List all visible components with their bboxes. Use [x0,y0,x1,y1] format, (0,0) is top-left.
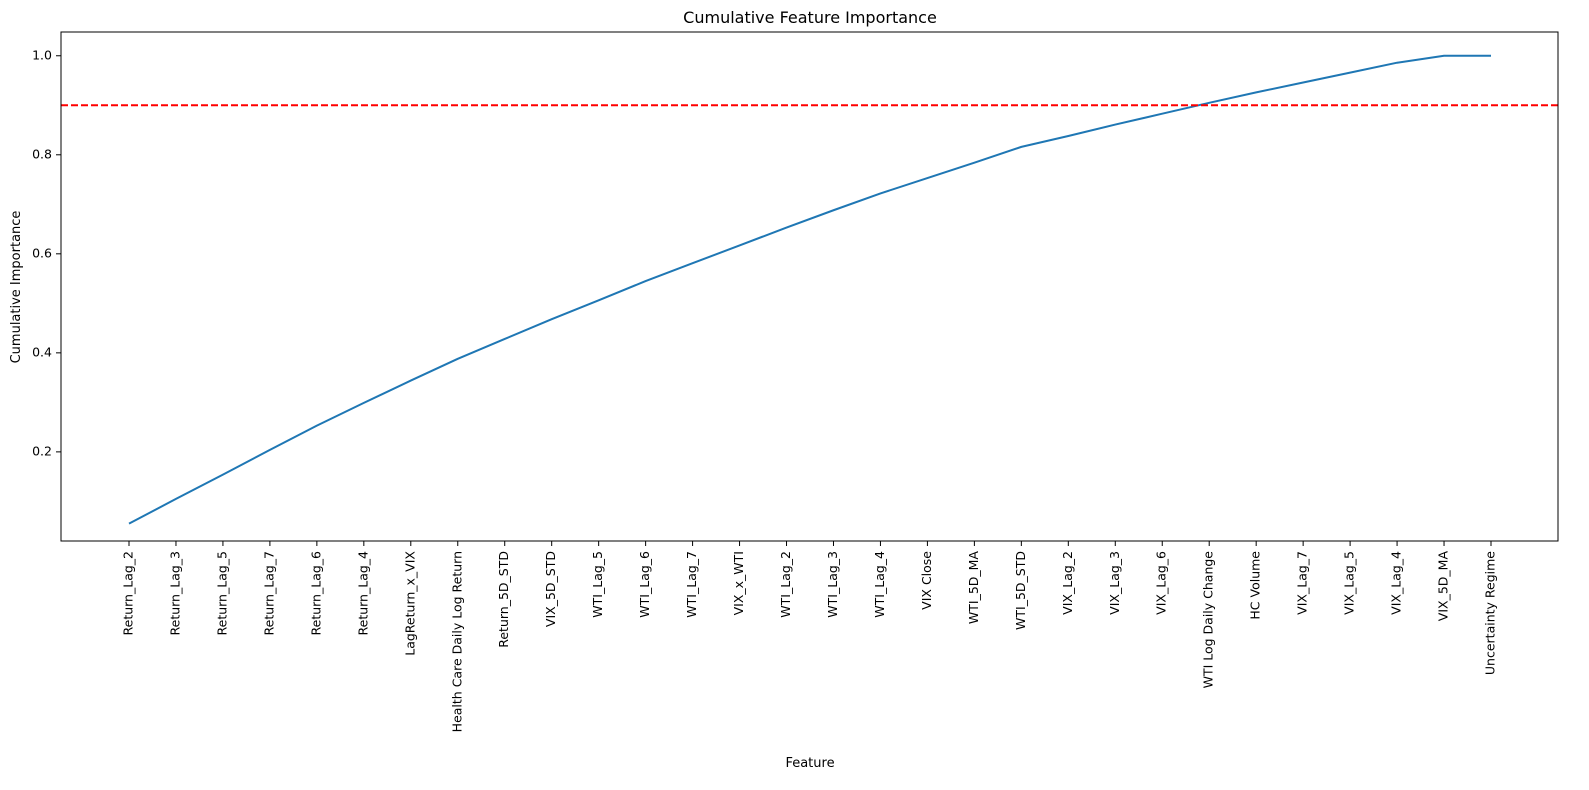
x-tick-label: WTI_5D_STD [1013,551,1028,630]
x-tick-label: WTI_Lag_4 [872,551,887,618]
x-tick-label: Return_5D_STD [496,551,511,648]
plot-area [60,31,1559,542]
x-tick-label: VIX_Lag_5 [1342,551,1357,615]
x-tick-label: Health Care Daily Log Return [449,551,464,732]
x-tick-label: WTI_5D_MA [966,551,981,625]
x-tick-label: VIX_Lag_7 [1295,551,1310,615]
x-tick-label: HC Volume [1248,551,1263,620]
y-axis-ticks: 0.2 0.4 0.6 0.8 1.0 [32,47,61,458]
x-tick-label: VIX_Lag_3 [1107,551,1122,615]
x-tick-label: VIX Close [919,551,934,610]
x-tick-label: WTI_Lag_5 [590,551,605,618]
x-axis-ticks: Return_Lag_2 Return_Lag_3 Return_Lag_5 Retu… [121,541,1498,732]
y-tick-label: 0.6 [32,245,52,260]
x-tick-label: Return_Lag_6 [308,551,323,636]
y-tick-label: 0.8 [32,146,52,161]
x-tick-label: VIX_Lag_2 [1060,551,1075,615]
y-axis-label: Cumulative Importance [9,211,24,364]
series-line [128,54,1491,525]
x-tick-label: Uncertainty Regime [1483,551,1498,675]
x-tick-label: VIX_x_WTI [731,551,746,615]
x-tick-label: WTI_Lag_7 [684,551,699,618]
x-tick-label: WTI_Lag_6 [637,551,652,618]
x-tick-label: VIX_Lag_6 [1154,551,1169,615]
x-tick-label: WTI Log Daily Change [1201,551,1216,689]
x-tick-label: VIX_5D_STD [543,551,558,627]
chart-title: Cumulative Feature Importance [683,8,937,27]
x-tick-label: WTI_Lag_3 [825,551,840,618]
x-tick-label: Return_Lag_2 [121,551,136,636]
axes-frame [60,31,1559,542]
x-tick-label: Return_Lag_3 [167,551,182,636]
x-tick-label: Return_Lag_5 [214,551,229,636]
x-tick-label: VIX_Lag_4 [1389,551,1404,615]
x-axis-label: Feature [785,756,834,771]
y-tick-label: 1.0 [32,47,52,62]
y-tick-label: 0.2 [32,443,52,458]
x-tick-label: WTI_Lag_2 [778,551,793,618]
x-tick-label: VIX_5D_MA [1436,551,1451,622]
x-tick-label: LagReturn_x_VIX [402,551,417,656]
x-tick-label: Return_Lag_7 [261,551,276,636]
x-tick-label: Return_Lag_4 [355,551,370,636]
y-tick-label: 0.4 [32,344,52,359]
